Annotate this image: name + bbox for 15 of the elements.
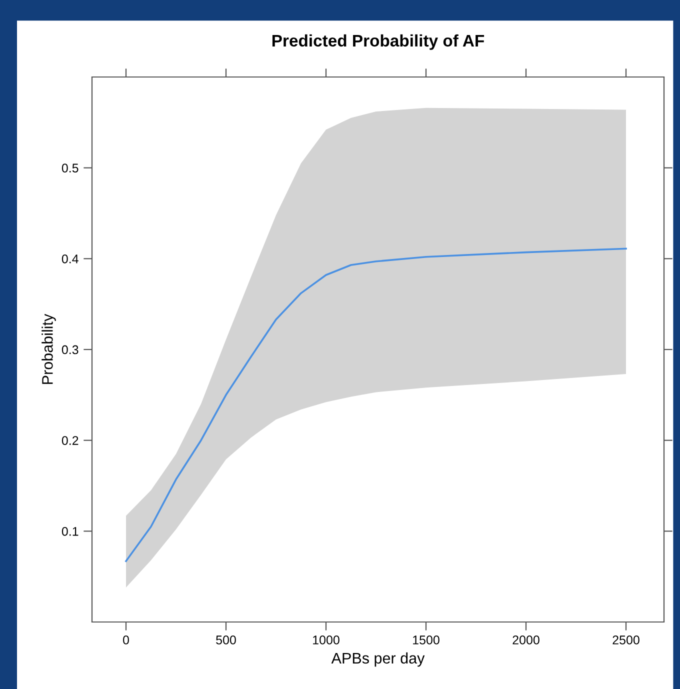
x-tick-label: 1500: [413, 636, 440, 644]
y-tick-label: 0.5: [62, 164, 78, 172]
y-tick-label: 0.4: [62, 254, 78, 264]
line-series: [125, 248, 627, 562]
x-axis-title: APBs per day: [331, 652, 425, 667]
x-tick-label: 2500: [612, 636, 640, 644]
y-axis-title: Probability: [42, 314, 56, 384]
x-tick-label: 2000: [512, 636, 540, 644]
x-tick-label: 0: [123, 636, 129, 644]
chart-title: Predicted Probability of AF: [272, 34, 484, 50]
y-tick-label: 0.2: [62, 436, 78, 445]
x-tick-label: 500: [216, 636, 236, 644]
y-tick-label: 0.1: [62, 526, 78, 536]
y-tick-label: 0.3: [62, 345, 78, 354]
x-tick-label: 1000: [313, 636, 340, 644]
